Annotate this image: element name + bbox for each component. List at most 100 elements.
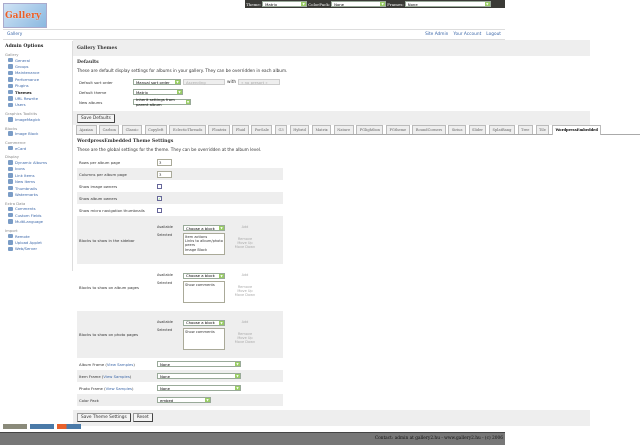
sidebar-item-web-server[interactable]: Web/Server [5, 246, 70, 252]
tab-tile[interactable]: Tile [535, 125, 550, 134]
default-theme-select[interactable]: Matrix ▼ [133, 89, 183, 95]
available-blocks-select[interactable]: Choose a block ▼ [183, 272, 225, 279]
add-button[interactable]: Add [241, 225, 249, 229]
tab-g3[interactable]: G3 [274, 125, 288, 134]
selected-blocks-list[interactable]: Show comments [183, 280, 225, 303]
remove-button[interactable]: Remove [237, 331, 253, 336]
tab-porsale[interactable]: PorSale [251, 125, 273, 134]
album-frame-select[interactable]: None ▼ [157, 361, 241, 367]
tab-copyleft[interactable]: Copyleft [144, 125, 167, 134]
sidebar-item-custom-fields[interactable]: Custom Fields [5, 212, 70, 218]
tab-floatrix[interactable]: Floatrix [208, 125, 230, 134]
tab-fluid[interactable]: Fluid [232, 125, 249, 134]
save-theme-settings-button[interactable]: Save Theme Settings [77, 413, 131, 422]
selected-block-item[interactable]: Links to album/photo peers [185, 239, 223, 248]
sidebar-item-dynamic-albums[interactable]: Dynamic Albums [5, 159, 70, 165]
logout-link[interactable]: Logout [486, 32, 501, 37]
move-up-button[interactable]: Move Up [237, 335, 253, 340]
sidebar-item-themes[interactable]: Themes [5, 89, 70, 95]
selected-block-item[interactable]: Image Block [185, 247, 208, 252]
tab-tree[interactable]: Tree [517, 125, 533, 134]
help-badge[interactable] [57, 424, 81, 429]
selected-block-item[interactable]: Item actions [185, 235, 208, 239]
tab-pglightbox[interactable]: PGlightbox [356, 125, 384, 134]
module-icon [8, 173, 13, 178]
available-blocks-select[interactable]: Choose a block ▼ [183, 225, 225, 231]
your-account-link[interactable]: Your Account [453, 32, 482, 37]
alb-owners-checkbox[interactable]: ✓ [157, 195, 162, 201]
move-down-button[interactable]: Move Down [234, 339, 256, 344]
selected-block-item[interactable]: Show comments [185, 282, 215, 287]
remove-button[interactable]: Remove [237, 237, 253, 241]
gallery-logo[interactable]: Gallery [3, 3, 47, 28]
view-samples-link[interactable]: View Samples [103, 373, 130, 379]
sidebar-item-maintenance[interactable]: Maintenance [5, 70, 70, 76]
sidebar-item-comments[interactable]: Comments [5, 206, 70, 212]
move-up-button[interactable]: Move Up [237, 288, 253, 293]
selected-blocks-list[interactable]: Show comments [183, 327, 225, 350]
sidebar-item-image-block[interactable]: Image Block [5, 131, 70, 137]
sidebar-item-users[interactable]: Users [5, 102, 70, 108]
color-pack-select[interactable]: embed ▼ [157, 397, 211, 403]
tab-splatbang[interactable]: SplatBang [489, 125, 515, 134]
breadcrumb-gallery[interactable]: Gallery [7, 32, 23, 37]
rows-input[interactable]: 3 [157, 158, 172, 166]
photo-frame-select[interactable]: None ▼ [157, 385, 241, 391]
sidebar-item-imagemagick[interactable]: ImageMagick [5, 116, 70, 122]
move-down-button[interactable]: Move Down [234, 245, 256, 250]
presort-select[interactable]: « no presort » [238, 79, 281, 85]
sort-direction-select[interactable]: Ascending [183, 79, 225, 85]
sidebar-item-ecard[interactable]: eCard [5, 145, 70, 151]
tab-nature[interactable]: Nature [333, 125, 354, 134]
cols-input[interactable]: 3 [157, 170, 172, 178]
add-button[interactable]: Add [241, 272, 249, 277]
tab-roundcorners[interactable]: RoundCorners [412, 125, 446, 134]
validator-badge[interactable] [3, 424, 27, 429]
sidebar-item-watermarks[interactable]: Watermarks [5, 191, 70, 197]
tab-hybrid[interactable]: Hybrid [289, 125, 310, 134]
save-defaults-button[interactable]: Save Defaults [77, 114, 115, 123]
tab-wordpressembedded[interactable]: WordpressEmbedded [551, 125, 602, 135]
frames-select[interactable]: None ▼ [404, 1, 491, 7]
tab-classic[interactable]: Classic [122, 125, 142, 134]
site-admin-link[interactable]: Site Admin [425, 32, 449, 37]
colorpack-select[interactable]: None ▼ [331, 1, 387, 7]
sort-order-select[interactable]: Manual sort order ▼ [133, 79, 181, 85]
sidebar-item-multilanguage[interactable]: MultiLanguage [5, 218, 70, 224]
img-owners-checkbox[interactable] [157, 183, 162, 189]
tab-sirius[interactable]: Sirius [448, 125, 466, 134]
sidebar-item-url-rewrite[interactable]: URL Rewrite [5, 95, 70, 101]
new-albums-select[interactable]: Inherit settings from parent album ▼ [133, 97, 191, 107]
move-down-button[interactable]: Move Down [234, 292, 256, 297]
sidebar-item-remote[interactable]: Remote [5, 233, 70, 239]
view-samples-link[interactable]: View Samples [106, 361, 134, 367]
sidebar-item-upload-applet[interactable]: Upload Applet [5, 239, 70, 245]
micro-nav-checkbox[interactable] [157, 207, 162, 213]
tab-ajaxian[interactable]: Ajaxian [76, 125, 97, 134]
sidebar-item-plugins[interactable]: Plugins [5, 83, 70, 89]
gallery-badge[interactable] [30, 424, 54, 429]
sidebar-item-performance[interactable]: Performance [5, 76, 70, 82]
tab-pgtheme[interactable]: PGtheme [385, 125, 410, 134]
move-up-button[interactable]: Move Up [237, 241, 253, 246]
view-samples-link[interactable]: View Samples [105, 385, 133, 391]
sidebar-item-groups[interactable]: Groups [5, 63, 70, 69]
add-button[interactable]: Add [241, 319, 249, 324]
sidebar-item-label: ImageMagick [15, 116, 41, 122]
sidebar-item-thumbnails[interactable]: Thumbnails [5, 185, 70, 191]
theme-select[interactable]: Matrix ▼ [262, 1, 308, 7]
sidebar-item-new-items[interactable]: New Items [5, 178, 70, 184]
tab-slider[interactable]: Slider [468, 125, 487, 134]
selected-block-item[interactable]: Show comments [185, 329, 215, 334]
available-blocks-select[interactable]: Choose a block ▼ [183, 319, 225, 326]
tab-matrix[interactable]: Matrix [311, 125, 332, 134]
sidebar-item-link-items[interactable]: Link Items [5, 172, 70, 178]
reset-button[interactable]: Reset [132, 413, 153, 422]
sidebar-item-general[interactable]: General [5, 57, 70, 63]
tab-carbon[interactable]: Carbon [99, 125, 120, 134]
selected-blocks-list[interactable]: Item actions Links to album/photo peers Im… [183, 233, 225, 255]
tab-eclecticthreads[interactable]: EclecticThreads [169, 125, 206, 134]
remove-button[interactable]: Remove [237, 284, 253, 289]
item-frame-select[interactable]: None ▼ [157, 373, 241, 379]
sidebar-item-icons[interactable]: Icons [5, 166, 70, 172]
